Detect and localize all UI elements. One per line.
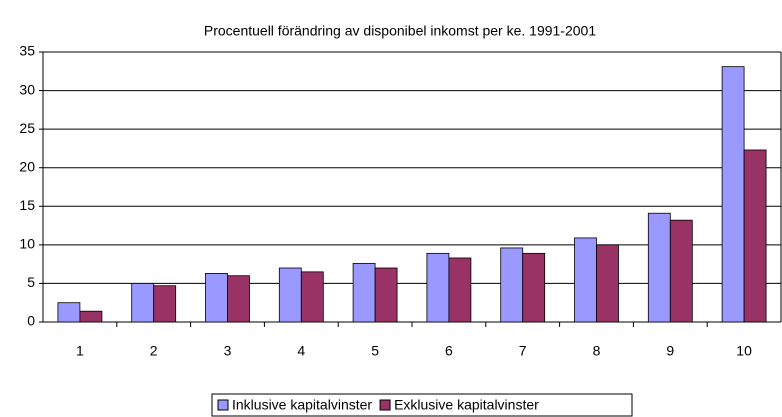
y-tick-label: 15 <box>19 197 35 213</box>
x-tick-label: 3 <box>224 343 232 359</box>
x-tick-label: 9 <box>666 343 674 359</box>
x-tick-label: 6 <box>445 343 453 359</box>
bar <box>278 267 302 323</box>
bar <box>721 66 745 323</box>
legend-box <box>211 393 633 417</box>
x-tick-label: 1 <box>76 343 84 359</box>
bar <box>426 252 450 323</box>
bar <box>205 272 228 323</box>
bar <box>57 302 81 323</box>
y-tick-label: 5 <box>27 274 35 290</box>
legend-label: Inklusive kapitalvinster <box>232 397 372 413</box>
chart-title: Procentuell förändring av disponibel ink… <box>204 23 596 39</box>
bar <box>596 244 619 323</box>
y-tick-label: 35 <box>19 43 35 59</box>
x-tick-label: 7 <box>519 343 527 359</box>
bar <box>153 285 177 323</box>
legend-swatch <box>217 399 229 411</box>
y-tick-label: 30 <box>19 81 35 97</box>
x-tick-label: 4 <box>297 343 305 359</box>
bar <box>79 310 103 323</box>
bar <box>500 247 524 323</box>
legend-label: Exklusive kapitalvinster <box>394 397 539 413</box>
bar <box>352 262 376 323</box>
bar <box>574 237 597 323</box>
y-tick-label: 0 <box>27 313 35 329</box>
bar <box>448 257 472 323</box>
bar <box>743 149 767 323</box>
bar <box>669 219 693 323</box>
x-tick-label: 5 <box>371 343 379 359</box>
x-tick-label: 10 <box>736 343 752 359</box>
y-tick-label: 10 <box>19 236 35 252</box>
x-tick-label: 2 <box>150 343 158 359</box>
x-tick-label: 8 <box>593 343 601 359</box>
bar <box>647 212 671 323</box>
bar <box>374 267 398 323</box>
bar <box>227 275 250 323</box>
legend-swatch <box>379 399 391 411</box>
bar <box>300 271 324 323</box>
y-tick-label: 25 <box>19 120 35 136</box>
bar <box>131 283 155 323</box>
bar <box>522 252 546 323</box>
y-tick-label: 20 <box>19 158 35 174</box>
